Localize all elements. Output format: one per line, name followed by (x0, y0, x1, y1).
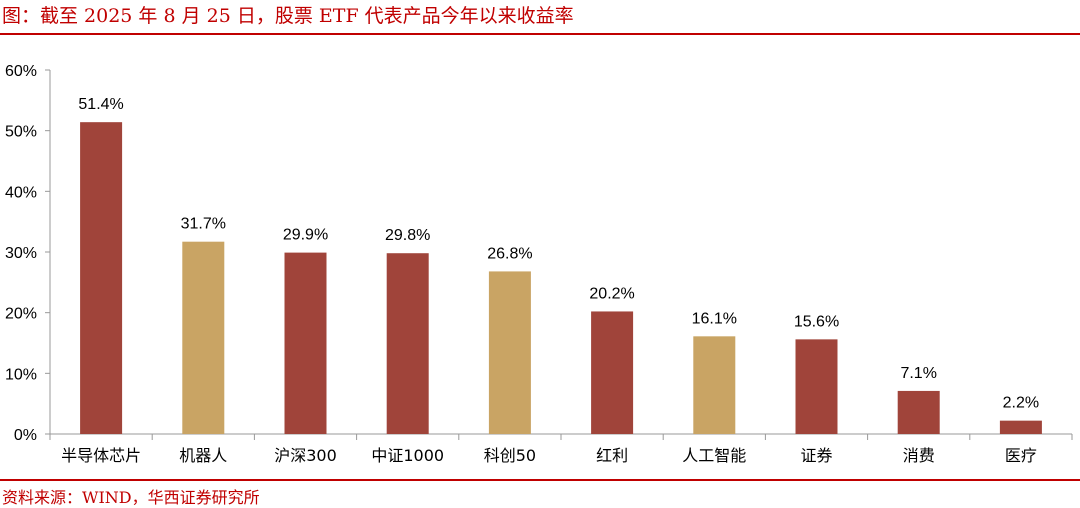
data-label: 29.8% (385, 227, 430, 244)
category-label: 证券 (800, 446, 832, 465)
data-label: 16.1% (692, 310, 737, 327)
title-divider (0, 33, 1080, 35)
bar (897, 390, 940, 434)
data-label: 29.9% (283, 227, 328, 244)
data-label: 51.4% (78, 96, 123, 113)
bar (693, 336, 736, 434)
data-label: 20.2% (589, 285, 634, 302)
bar (591, 311, 634, 434)
bar (999, 420, 1042, 434)
y-tick-label: 60% (5, 63, 37, 80)
category-label: 机器人 (179, 446, 227, 465)
category-label: 人工智能 (682, 446, 746, 465)
y-tick-label: 10% (5, 366, 37, 383)
data-labels: 51.4% 31.7% 29.9% 29.8% 26.8% 20.2% 16.1% 15.6%… (78, 96, 1039, 411)
category-label: 中证1000 (371, 446, 444, 465)
data-label: 26.8% (487, 245, 532, 262)
data-label: 15.6% (794, 313, 839, 330)
y-tick-label: 30% (5, 245, 37, 262)
x-axis (49, 433, 1073, 440)
y-tick-label: 40% (5, 184, 37, 201)
bar (182, 241, 225, 434)
y-axis: 0% 10% 20% 30% 40% 50% 60% (5, 63, 51, 444)
category-label: 沪深300 (274, 446, 337, 465)
y-tick-label: 50% (5, 124, 37, 141)
bars (80, 122, 1042, 434)
data-label: 31.7% (181, 216, 226, 233)
category-label: 红利 (596, 446, 628, 465)
data-label: 2.2% (1003, 395, 1039, 412)
bar (80, 122, 123, 434)
source-note: 资料来源：WIND，华西证券研究所 (2, 488, 260, 507)
data-label: 7.1% (900, 365, 936, 382)
y-tick-label: 20% (5, 306, 37, 323)
bar (795, 339, 838, 434)
source-divider (0, 479, 1080, 481)
y-tick-label: 0% (14, 427, 37, 444)
chart-title: 图：截至 2025 年 8 月 25 日，股票 ETF 代表产品今年以来收益率 (2, 5, 574, 27)
category-label: 半导体芯片 (61, 446, 141, 465)
bar (488, 271, 531, 434)
category-label: 科创50 (484, 446, 536, 465)
category-labels: 半导体芯片 机器人 沪深300 中证1000 科创50 红利 人工智能 证券 消费 医疗 (61, 446, 1037, 465)
bar (284, 252, 327, 434)
category-label: 医疗 (1005, 446, 1037, 465)
category-label: 消费 (903, 446, 935, 465)
bar (386, 253, 429, 434)
